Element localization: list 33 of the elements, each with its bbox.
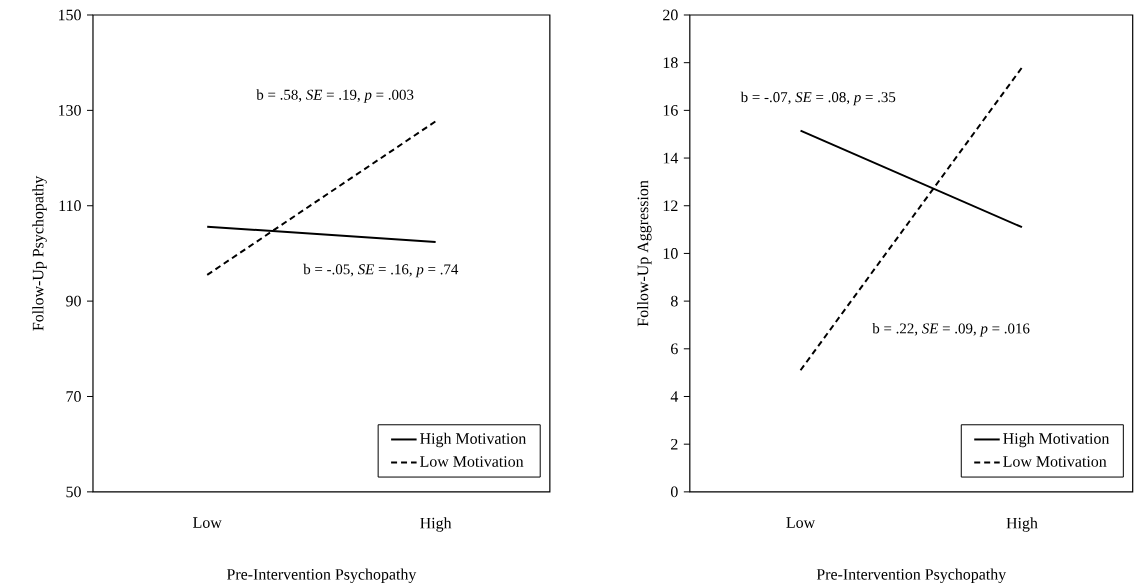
x-axis-title: Pre-Intervention Psychopathy [816, 568, 1007, 583]
annotation: b = .58, SE = .19, p = .003 [256, 89, 414, 103]
x-tick-label: High [1006, 517, 1038, 532]
y-tick-label: 10 [663, 247, 678, 259]
y-tick-label: 4 [670, 391, 679, 402]
y-tick-label: 0 [670, 486, 678, 498]
y-tick-label: 90 [66, 295, 81, 307]
y-tick-label: 110 [59, 200, 81, 211]
x-tick-label: Low [193, 517, 222, 528]
y-tick-label: 18 [663, 57, 678, 68]
y-tick-label: 8 [670, 295, 678, 307]
y-axis-title: Follow-Up Psychopathy [32, 175, 47, 331]
annotation: b = .22, SE = .09, p = .016 [872, 322, 1030, 337]
x-tick-label: Low [786, 517, 816, 528]
x-axis-title: Pre-Intervention Psychopathy [226, 568, 417, 583]
y-axis-title: Follow-Up Aggression [637, 180, 652, 327]
y-tick-label: 6 [671, 343, 678, 354]
y-tick-label: 50 [66, 486, 81, 498]
annotation: b = -.07, SE = .08, p = .35 [740, 91, 896, 106]
annotation: b = -.05, SE = .16, p = .74 [303, 263, 459, 278]
y-tick-label: 2 [671, 438, 678, 450]
legend-label: Low Motivation [420, 456, 524, 467]
y-tick-label: 16 [663, 104, 678, 116]
y-tick-label: 130 [58, 104, 81, 116]
legend-label: High Motivation [420, 432, 527, 448]
legend-label: High Motivation [1003, 432, 1110, 448]
y-tick-label: 150 [58, 9, 81, 21]
y-tick-label: 70 [66, 390, 81, 402]
legend-label: Low Motivation [1003, 456, 1107, 467]
y-tick-label: 14 [663, 152, 679, 164]
y-tick-label: 20 [663, 9, 678, 21]
y-tick-label: 12 [663, 200, 678, 211]
x-tick-label: High [420, 517, 452, 532]
